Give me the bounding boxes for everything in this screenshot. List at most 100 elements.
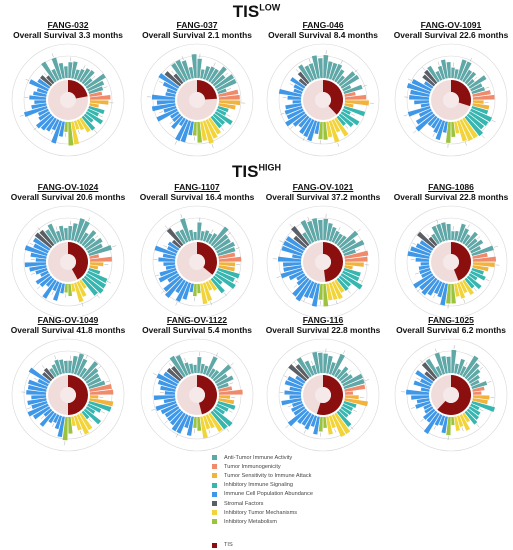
label-leader <box>289 83 294 86</box>
tis-center <box>315 254 331 270</box>
legend-label: Inhibitory Tumor Mechanisms <box>224 509 298 516</box>
radial-bar <box>63 66 68 79</box>
patient-id: FANG-OV-1122 <box>166 315 228 325</box>
label-leader <box>171 70 175 75</box>
radial-bar <box>462 117 478 139</box>
radial-bar <box>454 230 459 241</box>
radial-bar <box>175 279 186 294</box>
label-leader <box>105 380 110 383</box>
radial-bar <box>310 415 318 427</box>
radial-bar <box>156 100 176 105</box>
radial-bar <box>459 366 467 376</box>
tis-center <box>189 254 205 270</box>
radial-bar <box>308 63 318 80</box>
radial-bar <box>181 60 192 80</box>
radial-bar <box>166 368 182 382</box>
radial-bar <box>155 400 177 412</box>
radial-bar <box>88 245 112 257</box>
radial-bar <box>295 279 312 302</box>
radial-bar <box>34 100 47 105</box>
radial-chart-panel: FANG-046 Overall Survival 8.4 months <box>259 20 387 170</box>
radial-bar <box>180 120 192 143</box>
radial-bar <box>281 398 302 406</box>
radial-bar <box>302 232 312 245</box>
radial-bar <box>446 223 451 241</box>
radial-bar <box>318 121 323 140</box>
radial-bar <box>189 363 194 374</box>
radial-bar <box>466 368 481 382</box>
radial-chart-panel: FANG-1086 Overall Survival 22.8 months <box>387 182 513 332</box>
label-leader <box>43 72 47 76</box>
label-leader <box>436 219 439 224</box>
radial-bar <box>278 88 302 97</box>
radial-bar <box>288 270 304 281</box>
radial-bar <box>158 270 178 283</box>
radial-bar <box>419 240 434 251</box>
radial-bar <box>328 282 338 300</box>
grid-ring <box>394 43 508 157</box>
patient-id: FANG-1025 <box>428 315 474 325</box>
radial-bar <box>214 74 235 89</box>
radial-bar <box>202 365 209 375</box>
radial-bar <box>328 362 336 375</box>
radial-bar <box>87 80 105 92</box>
radial-bar <box>28 367 51 384</box>
radial-bar <box>184 415 192 429</box>
label-leader <box>293 284 298 288</box>
label-leader <box>403 114 408 117</box>
radial-bar-chart <box>394 43 508 157</box>
radial-bar <box>173 73 184 85</box>
legend-label: Tumor Immunogenicity <box>224 463 281 470</box>
tis-center <box>315 387 331 403</box>
radial-bar <box>304 360 315 376</box>
patient-id: FANG-OV-1024 <box>37 182 99 192</box>
grid-ring <box>394 205 508 319</box>
radial-bar <box>68 225 73 241</box>
label-leader <box>159 81 163 84</box>
radial-bar <box>454 121 460 134</box>
label-leader <box>474 76 478 80</box>
grid-ring <box>394 338 508 452</box>
radial-bar <box>71 61 78 79</box>
radial-bar <box>193 231 197 241</box>
radial-bar <box>338 71 356 87</box>
radial-bar <box>41 61 57 83</box>
patient-id: FANG-116 <box>302 315 344 325</box>
radial-bar <box>340 406 352 416</box>
radial-chart-panel: FANG-OV-1091 Overall Survival 22.6 months <box>387 20 513 170</box>
radial-bar <box>407 105 431 117</box>
radial-bar <box>64 121 68 132</box>
radial-bar <box>297 71 310 85</box>
radial-bar <box>293 406 306 416</box>
radial-bar <box>343 267 361 277</box>
radial-bar <box>89 91 103 97</box>
radial-bar <box>47 223 60 243</box>
radial-bar <box>197 283 201 294</box>
radial-bar-chart <box>266 338 380 452</box>
label-leader <box>353 409 357 412</box>
label-leader <box>112 245 117 248</box>
radial-bar <box>79 367 88 378</box>
radial-bar <box>164 277 184 299</box>
legend: Anti-Tumor Immune Activity Tumor Immunoge… <box>212 453 412 550</box>
radial-bar <box>166 227 184 247</box>
radial-bar <box>456 223 466 242</box>
radial-bar <box>313 416 320 435</box>
patient-id: FANG-046 <box>302 20 344 30</box>
radial-bar <box>285 111 306 127</box>
radial-bar <box>35 258 47 262</box>
radial-bar <box>307 120 318 142</box>
radial-bar <box>216 403 229 412</box>
radial-bar <box>451 416 455 426</box>
radial-bar <box>184 362 192 375</box>
radial-bar <box>406 389 430 395</box>
radial-bar <box>344 265 353 270</box>
label-leader <box>412 242 416 245</box>
radial-bar <box>312 351 320 374</box>
radial-bar <box>331 63 343 81</box>
grid-ring <box>23 217 113 307</box>
radial-bar <box>160 403 178 415</box>
radial-bar <box>217 247 236 257</box>
radial-bar <box>287 376 304 387</box>
radial-bar <box>81 277 98 296</box>
